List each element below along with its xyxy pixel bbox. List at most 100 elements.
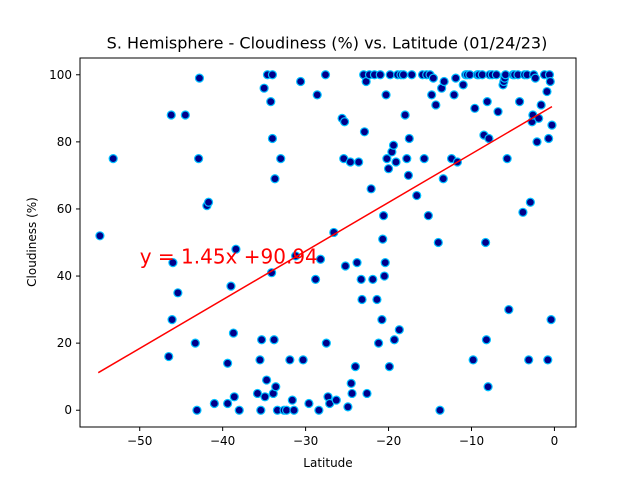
x-tick-label: −40: [210, 434, 235, 448]
data-point: [458, 80, 468, 90]
data-point: [368, 274, 378, 284]
x-tick-label: −30: [293, 434, 318, 448]
y-tick-label: 0: [64, 403, 72, 417]
data-point: [483, 382, 493, 392]
data-point: [484, 133, 494, 144]
data-point: [500, 70, 511, 80]
data-point: [398, 70, 409, 80]
data-point: [433, 237, 443, 248]
data-point: [168, 258, 178, 268]
data-point: [346, 378, 356, 388]
data-point: [468, 355, 478, 365]
data-point: [385, 70, 395, 80]
data-point: [383, 164, 394, 174]
data-point: [166, 110, 176, 120]
y-tick-label: 100: [49, 68, 72, 82]
data-point: [438, 174, 448, 184]
x-tick-label: −20: [376, 434, 401, 448]
data-point: [320, 70, 331, 80]
x-tick-label: −10: [459, 434, 484, 448]
data-point: [423, 211, 433, 221]
data-point: [356, 274, 366, 284]
data-point: [545, 76, 555, 87]
data-point: [366, 184, 376, 194]
data-point: [362, 388, 372, 399]
data-point: [223, 358, 233, 368]
data-point: [231, 244, 241, 254]
x-axis-label: Latitude: [303, 456, 352, 470]
data-point: [298, 355, 308, 365]
data-point: [270, 174, 280, 184]
data-point: [314, 405, 324, 415]
data-point: [427, 90, 437, 100]
data-point: [354, 157, 364, 167]
data-point: [382, 154, 392, 164]
data-point: [164, 351, 174, 362]
data-point: [514, 97, 525, 107]
data-point: [350, 362, 360, 372]
data-point: [412, 190, 422, 201]
data-point: [95, 231, 105, 241]
data-point: [226, 281, 236, 291]
data-point: [339, 117, 350, 127]
data-point: [276, 154, 286, 164]
data-point: [543, 355, 553, 365]
data-point: [256, 405, 266, 415]
data-point: [504, 304, 514, 315]
x-tick-label: 0: [551, 434, 559, 448]
data-point: [391, 157, 401, 167]
data-point: [192, 405, 202, 415]
data-point: [491, 70, 501, 80]
data-point: [228, 328, 239, 338]
data-point: [378, 234, 388, 244]
data-point: [255, 355, 265, 365]
data-point: [266, 97, 276, 107]
data-point: [477, 70, 487, 80]
regression-line: [97, 105, 553, 374]
data-point: [252, 388, 263, 399]
data-point: [400, 110, 410, 120]
y-tick-label: 20: [57, 336, 72, 350]
data-point: [407, 70, 417, 80]
data-point: [223, 398, 233, 409]
data-point: [296, 76, 306, 87]
data-point: [384, 362, 394, 372]
data-point: [260, 392, 270, 402]
data-point: [310, 274, 321, 284]
data-point: [403, 170, 414, 181]
data-point: [388, 140, 399, 150]
data-point: [173, 288, 183, 298]
data-point: [518, 207, 528, 217]
data-point: [481, 335, 492, 345]
data-point: [269, 335, 279, 345]
data-point: [544, 133, 554, 144]
data-point: [315, 254, 326, 264]
plot-frame: [79, 57, 577, 428]
data-point: [381, 90, 391, 100]
data-point: [262, 375, 272, 385]
data-point: [394, 325, 404, 335]
data-point: [378, 211, 389, 221]
data-point: [389, 335, 399, 345]
data-point: [372, 294, 382, 305]
data-point: [404, 133, 414, 144]
data-point: [167, 315, 177, 325]
data-point: [180, 110, 190, 120]
data-point: [190, 338, 200, 348]
data-point: [343, 402, 353, 412]
data-point: [493, 107, 503, 117]
data-point: [340, 261, 351, 271]
data-point: [234, 405, 244, 415]
data-point: [532, 137, 542, 147]
data-point: [271, 382, 281, 392]
data-point: [431, 100, 441, 110]
data-point: [470, 103, 480, 113]
data-point: [357, 294, 367, 305]
data-point: [257, 335, 267, 345]
data-point: [304, 398, 314, 409]
data-point: [321, 338, 331, 348]
data-point: [345, 157, 355, 167]
data-point: [312, 90, 322, 100]
data-point: [536, 100, 546, 110]
